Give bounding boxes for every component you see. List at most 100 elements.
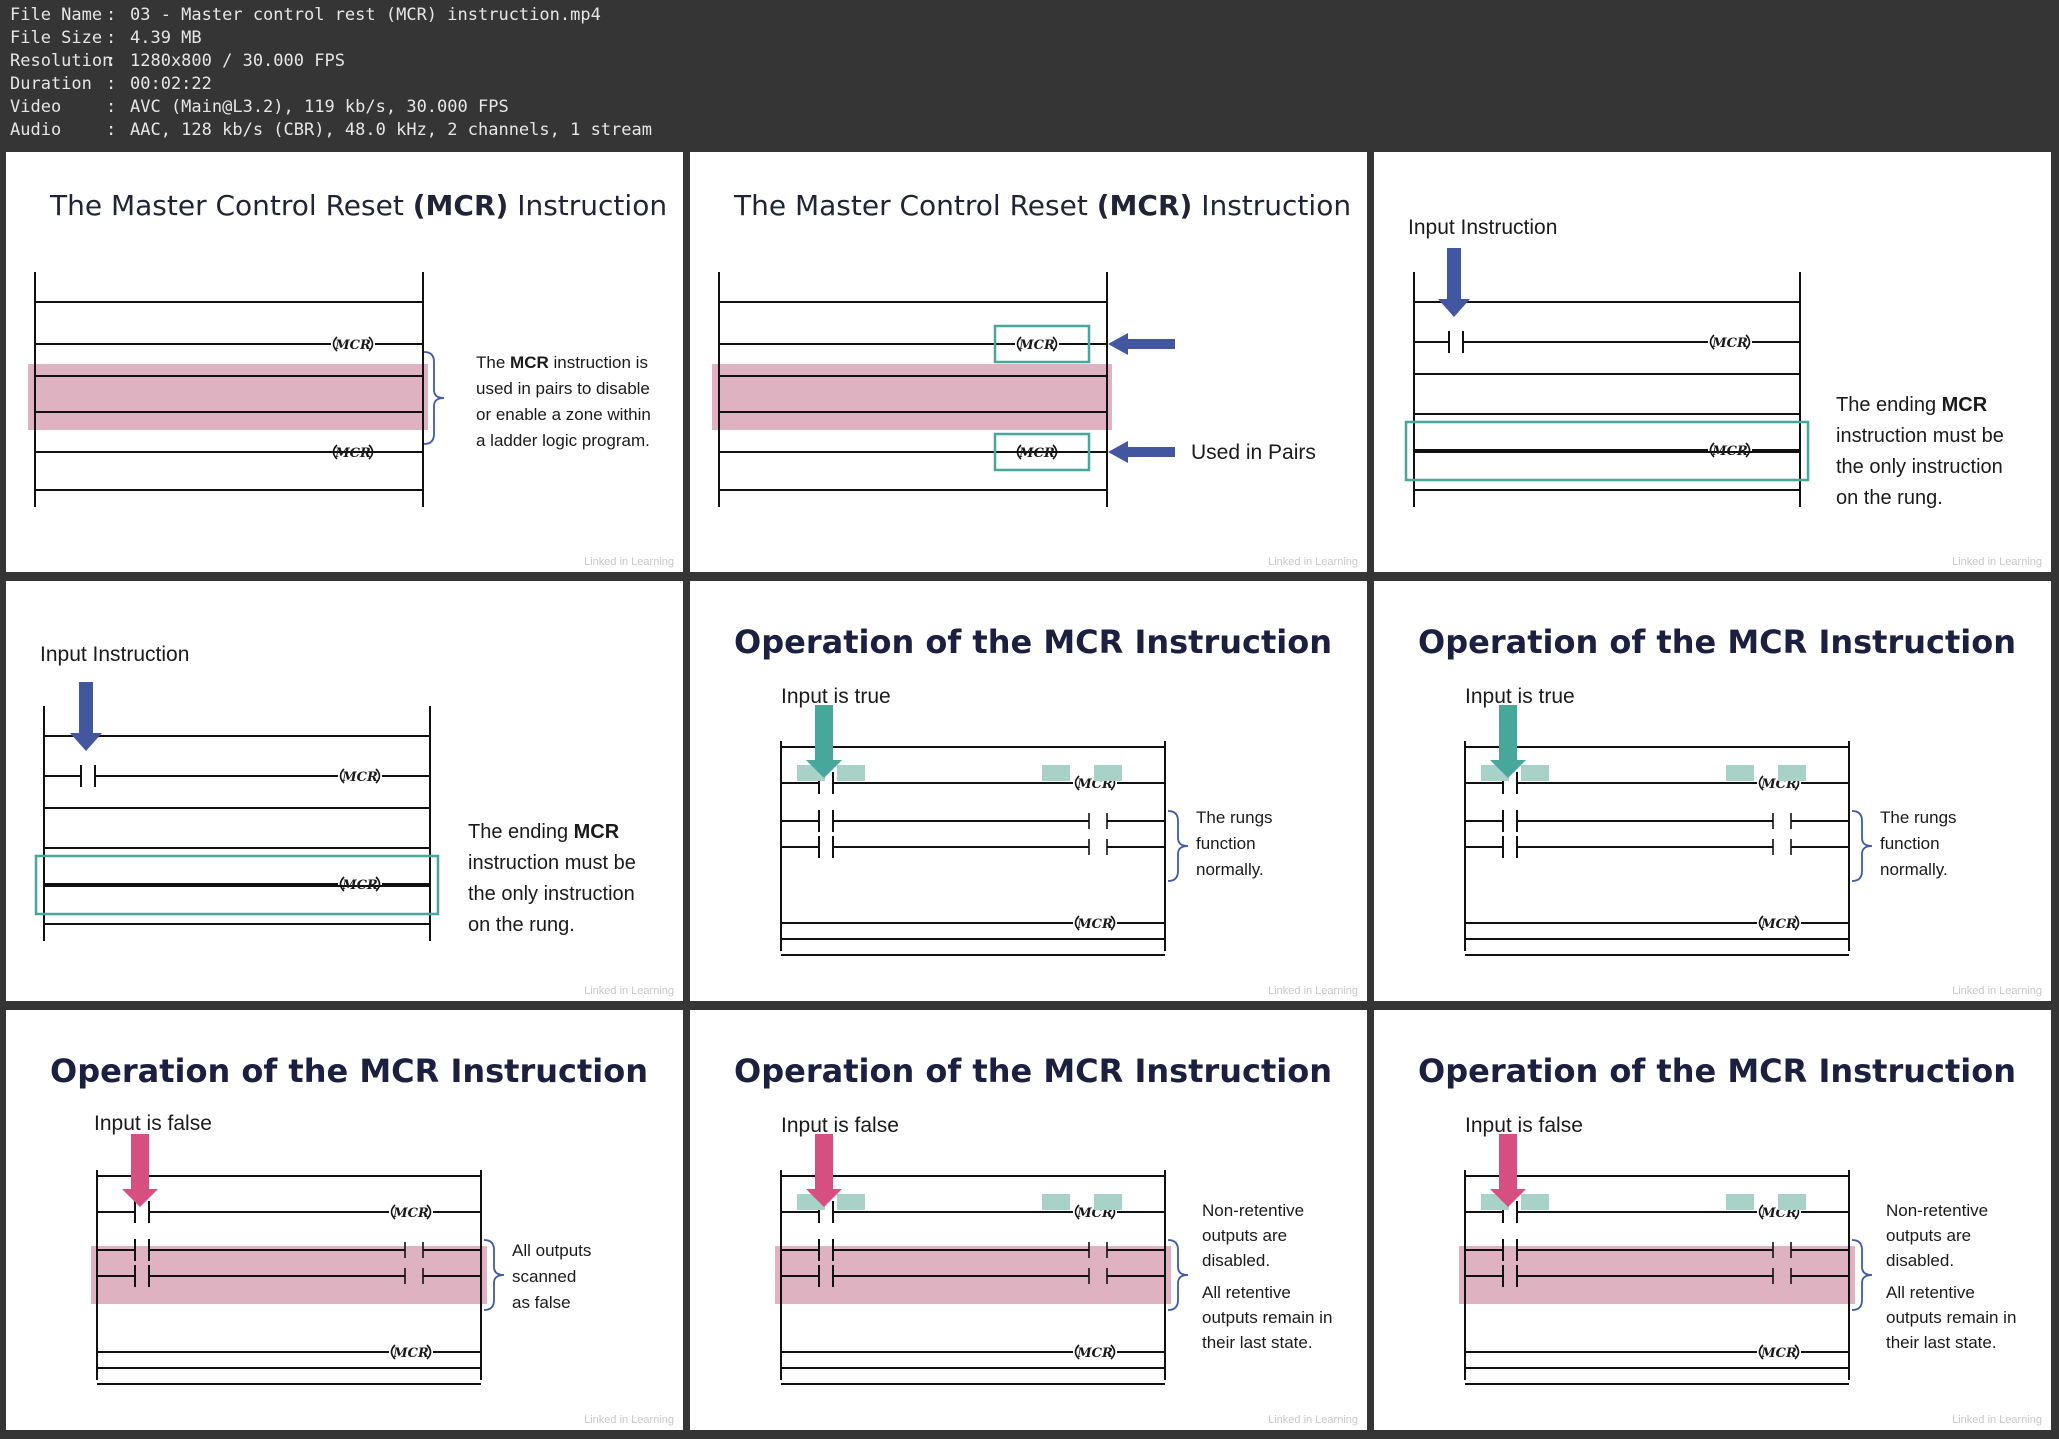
coil-left-paren <box>332 336 338 352</box>
note-emphasis: MCR <box>1942 394 1988 416</box>
left-arrow-icon <box>1108 333 1175 355</box>
curly-brace-icon <box>1851 1239 1873 1311</box>
down-arrow-icon <box>1490 1134 1526 1207</box>
coil-right-paren <box>1745 334 1751 350</box>
curly-brace-icon <box>423 351 445 445</box>
state-indicator <box>1094 765 1122 781</box>
video-thumbnail[interactable]: Operation of the MCR Instruction Input is… <box>690 1010 1367 1430</box>
title-part: The Master Control Reset <box>733 189 1097 222</box>
linkedin-learning-watermark: Linked in Learning <box>584 985 674 997</box>
state-indicator <box>1521 1194 1549 1210</box>
video-thumbnail[interactable]: Operation of the MCR Instruction Input is… <box>690 581 1367 1001</box>
coil-left-paren <box>390 1344 396 1360</box>
coil-left-paren <box>390 1204 396 1220</box>
note-line: their last state. <box>1886 1333 1997 1352</box>
note-line: All retentive <box>1886 1283 1975 1302</box>
down-arrow-icon <box>70 682 102 751</box>
mcr-coil-label: MCR <box>392 1206 429 1221</box>
slide-title: Operation of the MCR Instruction <box>1418 1052 2016 1090</box>
video-thumbnail[interactable]: Input Instruction MCR MCR The ending MCR ins… <box>6 581 683 1001</box>
mcr-coil-label: MCR <box>1076 1346 1113 1361</box>
coil-right-paren <box>375 876 381 892</box>
file-info-value: 03 - Master control rest (MCR) instructi… <box>130 5 601 25</box>
coil-right-paren <box>1745 442 1751 458</box>
coil-left-paren <box>1074 1204 1080 1220</box>
note-span: on the rung. <box>468 914 575 936</box>
note-span: instruction is <box>549 353 648 372</box>
linkedin-learning-watermark: Linked in Learning <box>1268 985 1358 997</box>
down-arrow-icon <box>806 1134 842 1207</box>
coil-left-paren <box>1709 334 1715 350</box>
video-thumbnail[interactable]: Input Instruction MCR MCR The ending MCR ins… <box>1374 152 2051 572</box>
input-instruction-label: Input Instruction <box>1408 216 1557 239</box>
note-line: on the rung. <box>468 914 575 936</box>
curly-brace-icon <box>483 1239 505 1311</box>
file-info-value: AAC, 128 kb/s (CBR), 48.0 kHz, 2 channel… <box>130 120 652 140</box>
coil-left-paren <box>1758 915 1764 931</box>
note-line: as false <box>512 1293 571 1312</box>
coil-right-paren <box>368 444 374 460</box>
file-info-row: Audio: AAC, 128 kb/s (CBR), 48.0 kHz, 2 c… <box>10 119 652 142</box>
coil-right-paren <box>1110 1344 1116 1360</box>
note-line: disabled. <box>1202 1251 1270 1270</box>
note-line: disabled. <box>1886 1251 1954 1270</box>
note-span: the only instruction <box>468 883 635 905</box>
file-info-value: 1280x800 / 30.000 FPS <box>130 51 345 71</box>
note-line: function <box>1196 834 1256 853</box>
coil-right-paren <box>1110 915 1116 931</box>
file-info-header: File Name:03 - Master control rest (MCR)… <box>0 0 2059 148</box>
linkedin-learning-watermark: Linked in Learning <box>584 556 674 568</box>
note-line: instruction must be <box>1836 425 2004 447</box>
title-part: Instruction <box>1192 189 1351 222</box>
state-indicator <box>1521 765 1549 781</box>
coil-right-paren <box>1052 336 1058 352</box>
note-line: the only instruction <box>468 883 635 905</box>
state-indicator <box>1778 765 1806 781</box>
coil-left-paren <box>1074 915 1080 931</box>
coil-left-paren <box>339 768 345 784</box>
note-line: The rungs <box>1880 808 1957 827</box>
curly-brace-icon <box>1167 810 1189 882</box>
coil-right-paren <box>1794 915 1800 931</box>
file-info-separator: : <box>106 120 117 140</box>
note-span: or enable a zone within <box>476 405 651 424</box>
input-state-label: Input is false <box>781 1114 899 1137</box>
note-line: their last state. <box>1202 1333 1313 1352</box>
slide-canvas: Operation of the MCR Instruction Input is… <box>1418 1052 2042 1426</box>
down-arrow-icon <box>122 1134 158 1207</box>
highlight-box <box>993 324 1091 364</box>
note-span: instruction must be <box>468 852 636 874</box>
note-emphasis: MCR <box>510 353 549 372</box>
note-line: a ladder logic program. <box>476 431 650 450</box>
slide-canvas: The Master Control Reset (MCR) Instructi… <box>28 189 674 568</box>
mcr-coil-label: MCR <box>341 878 378 893</box>
video-thumbnail[interactable]: The Master Control Reset (MCR) Instructi… <box>6 152 683 572</box>
state-indicator <box>1726 1194 1754 1210</box>
note-line: The ending MCR <box>468 821 620 843</box>
linkedin-learning-watermark: Linked in Learning <box>1268 556 1358 568</box>
coil-left-paren <box>1074 775 1080 791</box>
state-indicator <box>1778 1194 1806 1210</box>
video-thumbnail[interactable]: Operation of the MCR Instruction Input is… <box>1374 581 2051 1001</box>
linkedin-learning-watermark: Linked in Learning <box>1952 985 2042 997</box>
note-line: Non-retentive <box>1202 1201 1304 1220</box>
file-info-value: 00:02:22 <box>130 74 212 94</box>
file-info-key: Video <box>10 97 62 117</box>
note-span: on the rung. <box>1836 487 1943 509</box>
state-indicator <box>1042 765 1070 781</box>
video-thumbnail[interactable]: Operation of the MCR Instruction Input is… <box>1374 1010 2051 1430</box>
note-line: instruction must be <box>468 852 636 874</box>
video-thumbnail[interactable]: Operation of the MCR Instruction Input is… <box>6 1010 683 1430</box>
mcr-coil-label: MCR <box>392 1346 429 1361</box>
highlight-box <box>34 854 440 916</box>
coil-left-paren <box>1758 1204 1764 1220</box>
coil-left-paren <box>1074 1344 1080 1360</box>
state-indicator <box>1726 765 1754 781</box>
slide-canvas: Operation of the MCR Instruction Input is… <box>734 1052 1358 1426</box>
file-info-row: File Size:4.39 MB <box>10 27 202 50</box>
mcr-coil-label: MCR <box>1760 1346 1797 1361</box>
video-thumbnail[interactable]: The Master Control Reset (MCR) Instructi… <box>690 152 1367 572</box>
note-line: outputs are <box>1202 1226 1287 1245</box>
note-emphasis: MCR <box>574 821 620 843</box>
